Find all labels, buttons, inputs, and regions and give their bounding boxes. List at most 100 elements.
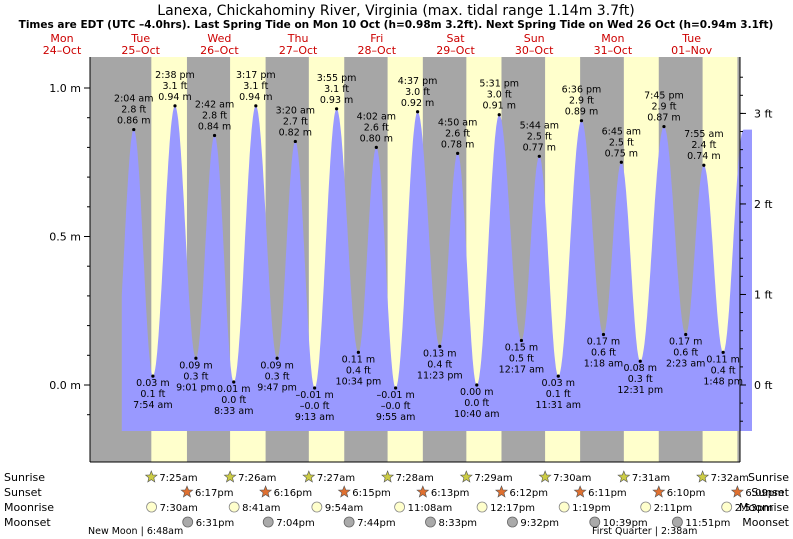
tide-m-label: 0.89 m [565, 107, 598, 118]
row-label-moonrise-right: Moonrise [739, 501, 789, 514]
tide-m-label: 0.13 m [423, 348, 456, 359]
sunset-icon [573, 485, 587, 498]
tide-ft-label: 0.0 ft [464, 398, 489, 409]
tide-point [254, 104, 258, 108]
tide-ft-label: 0.3 ft [628, 374, 653, 385]
tide-ft-label: 3.1 ft [243, 81, 268, 92]
tide-m-label: 0.94 m [158, 92, 191, 103]
sunrise-icon [696, 470, 710, 483]
moonrise-time: 11:08am [408, 503, 453, 514]
tide-m-label: 0.00 m [460, 387, 493, 398]
day-date: 31–Oct [594, 44, 633, 57]
sunset-icon [180, 485, 194, 498]
right-tick-label: 0 ft [754, 379, 773, 392]
tide-ft-label: 2.5 ft [527, 131, 552, 142]
row-label-moonrise: Moonrise [4, 501, 54, 514]
tide-ft-label: 0.3 ft [265, 371, 290, 382]
tide-m-label: 0.01 m [217, 384, 250, 395]
tide-labels: 2:04 am2.8 ft0.86 m0.03 m0.1 ft7:54 am2:… [114, 70, 743, 423]
day-name: Mon [50, 32, 73, 45]
tide-time-label: 9:13 am [295, 412, 334, 423]
day-name: Sun [524, 32, 545, 45]
day-date: 26–Oct [200, 44, 239, 57]
row-label-moonset-right: Moonset [742, 516, 789, 529]
moonset-icon [589, 516, 601, 528]
tide-ft-label: 3.0 ft [487, 90, 512, 101]
moonset-time: 6:31pm [196, 518, 235, 529]
tide-ft-label: 3.1 ft [324, 84, 349, 95]
chart-title: Lanexa, Chickahominy River, Virginia (ma… [157, 3, 634, 19]
sunset-icon [495, 485, 508, 498]
tide-point [702, 163, 706, 167]
sunrise-time: 7:31am [632, 473, 670, 484]
row-label-sunrise-right: Sunrise [748, 471, 789, 484]
tide-point [601, 332, 606, 337]
tide-point [212, 133, 217, 138]
tide-point [519, 338, 524, 343]
moonrise-icon [476, 501, 488, 513]
moonrise-time: 1:19pm [572, 503, 611, 514]
tide-point [556, 374, 560, 378]
chart-subtitle: Times are EDT (UTC –4.0hrs). Last Spring… [19, 19, 774, 31]
tide-ft-label: 3.1 ft [162, 81, 187, 92]
day-name: Wed [207, 32, 231, 45]
tide-point [194, 356, 198, 360]
day-date: 25–Oct [121, 44, 160, 57]
sunrise-time: 7:29am [474, 473, 512, 484]
tide-point [293, 139, 297, 144]
moonrise-time: 2:53pm [735, 503, 774, 514]
tide-time-label: 2:04 am [114, 94, 153, 105]
axes: 1.0 m 0.5 m 0.0 m 3 ft 2 ft 1 ft 0 ft [49, 57, 773, 463]
tide-time-label: 4:37 pm [398, 76, 438, 87]
tide-time-label: 1:18 am [584, 359, 623, 370]
tide-time-label: 2:38 pm [155, 70, 195, 81]
moonset-time: 7:04pm [276, 518, 315, 529]
tide-ft-label: 2.4 ft [691, 140, 716, 151]
tide-m-label: 0.03 m [542, 378, 575, 389]
moonset-icon [182, 516, 194, 528]
tide-point [721, 350, 725, 354]
sunrise-time: 7:32am [711, 473, 749, 484]
day-name: Fri [370, 32, 383, 45]
tide-ft-label: 2.7 ft [283, 116, 308, 127]
tide-ft-label: 0.5 ft [509, 353, 534, 364]
tide-time-label: 6:45 am [602, 126, 641, 137]
moonrise-icon [146, 501, 157, 513]
sunrise-icon [144, 470, 158, 483]
day-name: Tue [130, 32, 150, 45]
sunset-time: 6:11pm [588, 488, 627, 499]
tide-time-label: 5:31 pm [479, 79, 519, 90]
tide-m-label: 0.75 m [605, 148, 638, 159]
tide-time-label: 11:23 pm [417, 370, 463, 381]
tide-ft-label: –0.0 ft [300, 401, 330, 412]
moonrise-icon [558, 501, 570, 513]
moonrise-icon [394, 501, 406, 513]
sunrise-icon [459, 470, 473, 483]
day-name: Thu [287, 32, 309, 45]
tide-point [579, 119, 584, 123]
day-headers: Mon24–OctTue25–OctWed26–OctThu27–OctFri2… [43, 32, 713, 57]
tide-ft-label: 0.3 ft [183, 371, 208, 382]
sunrise-time: 7:26am [238, 473, 276, 484]
tide-ft-label: 0.4 ft [427, 359, 452, 370]
tide-time-label: 12:17 am [499, 364, 544, 375]
day-date: 24–Oct [43, 44, 82, 57]
tide-ft-label: 2.8 ft [121, 105, 146, 116]
tide-m-label: 0.11 m [342, 354, 375, 365]
tide-m-label: 0.92 m [401, 98, 434, 109]
tide-ft-label: 2.5 ft [609, 137, 634, 148]
tide-point [662, 125, 666, 129]
tide-ft-label: 2.8 ft [202, 111, 227, 122]
tide-m-label: 0.17 m [669, 337, 702, 348]
tide-point [151, 374, 155, 378]
sunset-time: 6:17pm [195, 488, 234, 499]
day-name: Tue [681, 32, 701, 45]
moonrise-icon [228, 501, 240, 513]
tide-point [619, 160, 623, 164]
tide-ft-label: 0.4 ft [346, 365, 371, 376]
tide-ft-label: 3.0 ft [405, 87, 430, 98]
tide-time-label: 1:48 pm [703, 376, 743, 387]
tide-time-label: 8:33 am [214, 406, 253, 417]
sunset-time: 6:10pm [667, 488, 706, 499]
